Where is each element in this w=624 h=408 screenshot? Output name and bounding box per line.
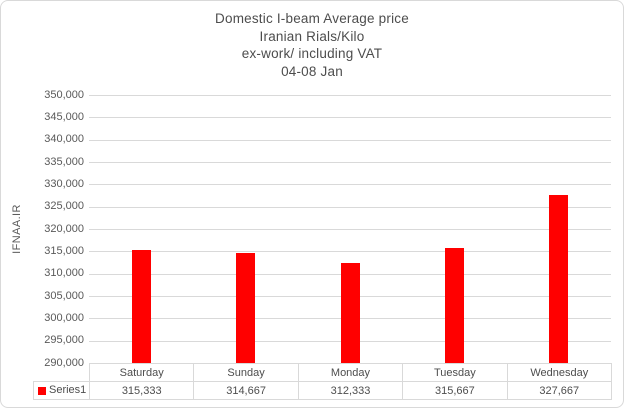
- y-axis-tick-labels: 350,000 345,000 340,000 335,000 330,000 325,0…: [1, 1, 84, 407]
- y-tick-label: 300,000: [44, 311, 84, 324]
- category-header-monday: Monday: [297, 363, 404, 382]
- legend-key-icon: [38, 386, 46, 395]
- y-tick-label: 310,000: [44, 267, 84, 280]
- plot-area: [89, 95, 611, 364]
- chart-title-line-1: Domestic I-beam Average price: [215, 11, 409, 26]
- data-table: Saturday Sunday Monday Tuesday Wednesday Seri…: [33, 363, 612, 400]
- y-tick-label: 345,000: [44, 110, 84, 123]
- category-header-wednesday: Wednesday: [506, 363, 612, 382]
- category-header-tuesday: Tuesday: [402, 363, 508, 382]
- gridline: [89, 139, 611, 141]
- gridline: [89, 229, 611, 230]
- gridline: [89, 95, 611, 96]
- legend-series-label: Series1: [49, 384, 87, 397]
- chart-title-line-4: 04-08 Jan: [281, 63, 343, 79]
- chart-title: Domestic I-beam Average price Iranian Ri…: [1, 10, 623, 80]
- y-tick-label: 330,000: [44, 177, 84, 190]
- gridline: [89, 206, 611, 208]
- category-header-saturday: Saturday: [88, 363, 195, 382]
- category-header-sunday: Sunday: [193, 363, 299, 382]
- value-cell-saturday: 315,333: [88, 381, 195, 400]
- legend-cell: Series1: [33, 381, 90, 400]
- y-tick-label: 320,000: [44, 222, 84, 235]
- value-cell-monday: 312,333: [297, 381, 404, 400]
- y-tick-label: 325,000: [44, 200, 84, 213]
- chart-title-line-3: ex-work/ including VAT: [241, 46, 383, 61]
- table-corner-cell: [34, 364, 90, 382]
- y-tick-label: 295,000: [44, 334, 84, 347]
- y-tick-label: 335,000: [44, 155, 84, 168]
- value-cell-tuesday: 315,667: [402, 381, 508, 400]
- value-cell-wednesday: 327,667: [506, 381, 612, 400]
- bar-monday: [340, 263, 360, 363]
- chart-title-line-2: Iranian Rials/Kilo: [259, 28, 365, 44]
- y-tick-label: 340,000: [44, 133, 84, 146]
- y-tick-label: 305,000: [44, 289, 84, 302]
- bar-tuesday: [444, 248, 464, 363]
- gridline: [89, 117, 611, 119]
- y-tick-label: 315,000: [44, 244, 84, 257]
- bar-sunday: [236, 252, 256, 363]
- y-tick-label: 290,000: [44, 356, 84, 369]
- gridline: [89, 251, 611, 253]
- value-cell-sunday: 314,667: [193, 381, 299, 400]
- bar-wednesday: [549, 194, 569, 363]
- y-tick-label: 350,000: [44, 88, 84, 101]
- gridline: [89, 184, 611, 186]
- bar-saturday: [131, 249, 151, 363]
- gridline: [89, 162, 611, 163]
